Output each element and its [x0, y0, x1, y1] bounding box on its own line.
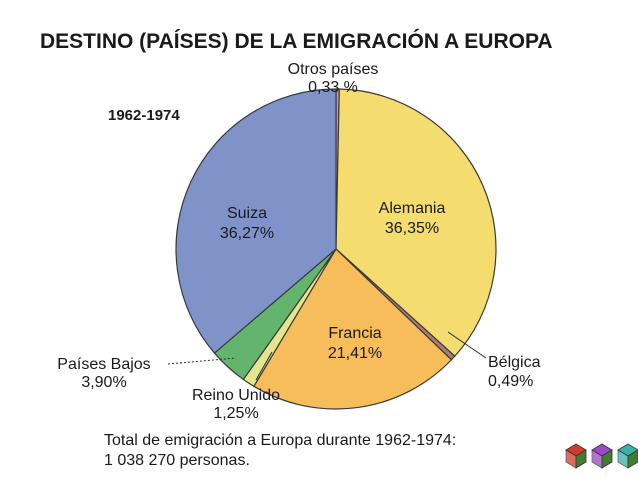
pie-slices: [175, 88, 497, 410]
reino-unido-leader-line: [255, 351, 273, 381]
pie-slice-francia: [253, 248, 453, 410]
label-reino-unido-value: 1,25%: [213, 405, 258, 422]
teal-cube-icon: [617, 443, 638, 469]
footer-note-line-1: Total de emigración a Europa durante 196…: [104, 432, 456, 449]
label-alemania-value: 36,35%: [385, 220, 439, 237]
label-paises-bajos-value: 3,90%: [81, 374, 126, 391]
footer-note-line-2: 1 038 270 personas.: [104, 452, 250, 469]
label-paises-bajos-name: Países Bajos: [57, 356, 150, 373]
label-francia-value: 21,41%: [328, 345, 382, 362]
red-cube-icon: [565, 443, 587, 469]
label-otros-paises-value: 0,33 %: [308, 79, 358, 96]
pie-slice-suiza: [175, 88, 337, 354]
label-belgica-value: 0,49%: [488, 373, 533, 390]
pie-slice-alemania: [335, 88, 497, 358]
paises-bajos-leader-line: [167, 357, 237, 365]
chart-period: 1962-1974: [108, 107, 180, 124]
label-otros-paises-name: Otros países: [288, 61, 379, 78]
purple-cube-icon: [591, 443, 613, 469]
cube-icons: [565, 443, 638, 469]
label-suiza-value: 36,27%: [220, 225, 274, 242]
label-francia-name: Francia: [328, 325, 381, 342]
chart-title: DESTINO (PAÍSES) DE LA EMIGRACIÓN A EURO…: [40, 29, 553, 53]
label-suiza-name: Suiza: [227, 205, 267, 222]
belgica-leader-line: [447, 331, 487, 359]
label-reino-unido-name: Reino Unido: [192, 387, 280, 404]
label-belgica-name: Bélgica: [488, 354, 541, 371]
label-alemania-name: Alemania: [379, 200, 446, 217]
